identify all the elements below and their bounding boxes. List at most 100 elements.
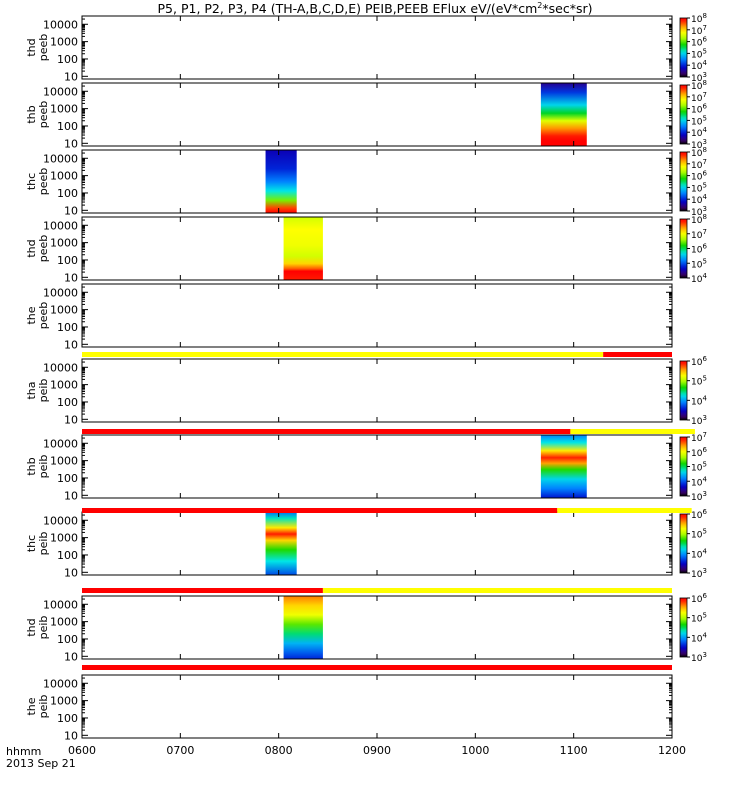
mode-bar-segment (322, 588, 672, 593)
spectrogram-block (540, 83, 587, 146)
mode-bar-segment (82, 588, 323, 593)
panel-label: thepeeb (25, 302, 50, 330)
panel-frame (81, 674, 673, 739)
y-tick-label: 10 (64, 489, 78, 502)
panel-label: thbpeib (25, 455, 50, 479)
x-tick-label: 0800 (265, 744, 293, 757)
colorbar-tick-label: 105 (691, 612, 707, 625)
colorbar-tick-label: 104 (691, 547, 707, 560)
colorbar-tick-label: 106 (691, 592, 707, 605)
y-tick-label: 1000 (50, 532, 78, 545)
y-tick-label: 100 (57, 187, 78, 200)
y-tick-label: 1000 (50, 616, 78, 629)
y-tick-label: 100 (57, 712, 78, 725)
panel-label: thdpeeb (25, 34, 50, 62)
y-tick-label: 10000 (43, 286, 78, 299)
x-axis-unit-label: hhmm (6, 745, 42, 758)
panel-frame (81, 149, 673, 214)
spectrogram-block (540, 435, 587, 498)
colorbar-scale (679, 360, 688, 421)
colorbar-tick-label: 103 (691, 138, 707, 151)
colorbar-tick-label: 104 (691, 631, 707, 644)
mode-bar-segment (82, 665, 672, 670)
colorbar-tick-label: 106 (691, 170, 707, 183)
x-axis: 0600 0700 0800 0900 1000 1100 1200 (68, 744, 686, 757)
colorbar-scale (679, 218, 688, 279)
x-tick-label: 0600 (68, 744, 96, 757)
colorbar-tick-label: 106 (691, 103, 707, 116)
mode-bar (82, 352, 672, 357)
y-tick-label: 10 (64, 271, 78, 284)
y-tick-label: 10 (64, 70, 78, 83)
colorbar-tick-label: 103 (691, 490, 707, 503)
panel-label: thdpeeb (25, 235, 50, 263)
panel-label: thbpeeb (25, 101, 50, 129)
mode-bar-segment (82, 429, 571, 434)
y-tick-label: 100 (57, 549, 78, 562)
mode-bar (82, 429, 695, 434)
spectrogram-block (283, 596, 323, 659)
y-tick-label: 100 (57, 120, 78, 133)
y-tick-label: 10000 (43, 677, 78, 690)
mode-bar-segment (603, 352, 672, 357)
colorbar-tick-label: 103 (691, 567, 707, 580)
panel-frame (81, 511, 673, 576)
mode-bar-segment (82, 508, 558, 513)
mode-bar (82, 508, 692, 513)
panel-label: thapeib (25, 379, 50, 403)
spectrogram-block (265, 512, 297, 575)
colorbar-tick-label: 107 (691, 158, 707, 171)
spectrogram-block (265, 150, 297, 213)
panel-label: thcpeeb (25, 168, 50, 196)
x-tick-label: 1200 (658, 744, 686, 757)
colorbar-tick-label: 104 (691, 59, 707, 72)
y-tick-label: 1000 (50, 695, 78, 708)
y-tick-label: 1000 (50, 455, 78, 468)
colorbar-tick-label: 105 (691, 375, 707, 388)
colorbar-tick-label: 103 (691, 414, 707, 427)
panel-the-peeb: 10 100 1000 10000 thepeeb (25, 283, 673, 351)
mode-bar-segment (82, 352, 604, 357)
y-tick-label: 10 (64, 566, 78, 579)
colorbar-tick-label: 104 (691, 126, 707, 139)
colorbar-scale (679, 436, 688, 497)
colorbar-tick-label: 105 (691, 114, 707, 127)
y-tick-label: 100 (57, 321, 78, 334)
colorbar-tick-label: 106 (691, 446, 707, 459)
y-tick-label: 10000 (43, 514, 78, 527)
colorbar-tick-label: 104 (691, 272, 707, 285)
y-tick-label: 10000 (43, 85, 78, 98)
panel-frame (81, 283, 673, 348)
y-tick-label: 10000 (43, 437, 78, 450)
colorbar-scale (679, 84, 688, 145)
y-tick-label: 100 (57, 633, 78, 646)
colorbar-tick-label: 103 (691, 71, 707, 84)
colorbar-tick-label: 104 (691, 394, 707, 407)
colorbar-tick-label: 106 (691, 355, 707, 368)
colorbar-tick-label: 108 (691, 12, 707, 25)
x-tick-label: 0700 (166, 744, 194, 757)
colorbar-tick-label: 105 (691, 47, 707, 60)
colorbar-tick-label: 103 (691, 651, 707, 664)
colorbar-scale (679, 597, 688, 658)
y-tick-label: 100 (57, 254, 78, 267)
mode-bar-segment (557, 508, 692, 513)
colorbar-tick-label: 105 (691, 461, 707, 474)
colorbar-tick-label: 108 (691, 79, 707, 92)
panel-frame (81, 595, 673, 660)
colorbar-tick-label: 104 (691, 193, 707, 206)
colorbar-tick-label: 105 (691, 528, 707, 541)
y-tick-label: 1000 (50, 170, 78, 183)
spectrogram-block (283, 217, 323, 280)
panel-tha-peib: 10 100 1000 10000 thapeib 103 104 105 106 (25, 355, 707, 427)
y-tick-label: 10 (64, 413, 78, 426)
